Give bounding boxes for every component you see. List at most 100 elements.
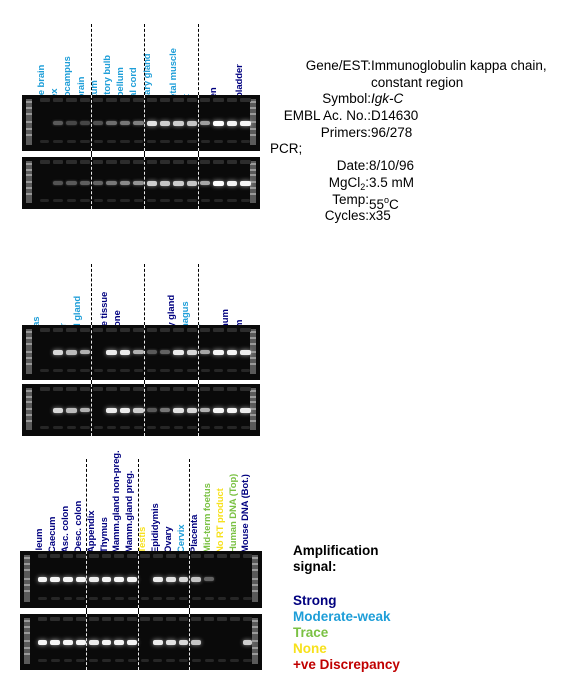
primer-dimer-smear bbox=[179, 658, 188, 662]
date-key: Date: bbox=[336, 158, 369, 174]
pcr-band bbox=[159, 120, 171, 126]
gel-well bbox=[242, 617, 253, 621]
gel-well bbox=[146, 98, 157, 102]
lane-group-divider bbox=[144, 151, 145, 157]
pcr-band bbox=[93, 120, 104, 125]
primer-dimer-smear bbox=[120, 139, 130, 143]
lane-group-divider bbox=[144, 380, 145, 384]
gel-well bbox=[66, 387, 77, 391]
primer-dimer-smear bbox=[53, 425, 63, 429]
lane-label: Testis bbox=[137, 526, 149, 553]
lane-label: Mamm.gland non-preg. bbox=[111, 450, 123, 553]
lane-group-divider bbox=[144, 157, 145, 209]
primer-dimer-smear bbox=[187, 425, 197, 429]
lane-group-divider bbox=[188, 459, 190, 551]
primer-dimer-smear bbox=[191, 658, 201, 662]
primer-dimer-smear bbox=[160, 198, 170, 202]
pcr-band bbox=[159, 407, 171, 412]
gel-well bbox=[101, 617, 112, 621]
gel-well bbox=[75, 554, 86, 558]
gel-well bbox=[240, 328, 251, 332]
pcr-band bbox=[213, 350, 224, 356]
gel-well bbox=[140, 617, 150, 621]
primer-dimer-smear bbox=[63, 658, 73, 662]
primer-dimer-smear bbox=[114, 596, 124, 600]
pcr-band bbox=[114, 577, 125, 583]
primer-dimer-smear bbox=[76, 596, 86, 600]
ladder-lane bbox=[26, 161, 32, 203]
primer-dimer-smear bbox=[227, 139, 237, 143]
pcr-band bbox=[226, 120, 238, 126]
primer-dimer-smear bbox=[127, 596, 137, 600]
pcr-band bbox=[37, 577, 48, 583]
gel-well bbox=[200, 98, 211, 102]
pcr-band bbox=[152, 577, 163, 583]
primer-dimer-smear bbox=[106, 425, 117, 429]
pcr-band bbox=[37, 639, 48, 645]
gel-well bbox=[63, 554, 73, 558]
lane-label: Human DNA (Top) bbox=[227, 473, 239, 553]
gel-well bbox=[173, 98, 184, 102]
gel-well bbox=[79, 328, 90, 332]
lane-group-divider bbox=[197, 384, 199, 436]
primer-dimer-smear bbox=[120, 425, 130, 429]
date-value: 8/10/96 bbox=[369, 158, 415, 174]
gel-well bbox=[39, 387, 50, 391]
primer-dimer-smear bbox=[80, 425, 90, 429]
pcr-band bbox=[133, 350, 144, 355]
primer-dimer-smear bbox=[187, 369, 197, 372]
primer-dimer-smear bbox=[243, 658, 252, 662]
gel-image-bottom bbox=[20, 614, 262, 670]
pcr-band bbox=[191, 639, 202, 645]
pcr-band bbox=[101, 639, 112, 645]
gel-well bbox=[200, 387, 211, 391]
primer-dimer-smear bbox=[240, 425, 250, 429]
pcr-band bbox=[146, 180, 157, 186]
gel-well bbox=[226, 328, 238, 332]
primer-dimer-smear bbox=[160, 425, 170, 429]
primer-dimer-smear bbox=[147, 425, 157, 429]
gel-well bbox=[240, 160, 251, 164]
primer-dimer-smear bbox=[147, 139, 157, 143]
gene-value-cont: constant region bbox=[371, 74, 464, 90]
gel-well bbox=[88, 617, 99, 621]
lane-group-divider bbox=[144, 24, 145, 95]
pcr-band bbox=[119, 120, 131, 125]
pcr-band bbox=[63, 639, 73, 645]
gel-well bbox=[50, 554, 61, 558]
primer-dimer-smear bbox=[173, 425, 184, 429]
primer-dimer-smear bbox=[93, 425, 103, 429]
legend-item-trace: Trace bbox=[293, 625, 329, 640]
pcr-band bbox=[213, 120, 224, 126]
gel-well bbox=[213, 328, 224, 332]
lane-group-divider bbox=[188, 551, 190, 608]
primer-dimer-smear bbox=[240, 139, 250, 143]
primer-dimer-smear bbox=[89, 658, 99, 662]
gel-well bbox=[133, 387, 144, 391]
cycles-value: x35 bbox=[369, 208, 391, 224]
primer-dimer-smear bbox=[106, 369, 117, 372]
pcr-band bbox=[240, 120, 251, 126]
primer-dimer-smear bbox=[217, 596, 227, 600]
pcr-band bbox=[88, 577, 99, 583]
pcr-band bbox=[200, 407, 211, 412]
primer-dimer-smear bbox=[200, 369, 210, 372]
gene-key: Gene/EST: bbox=[305, 58, 371, 73]
primer-dimer-smear bbox=[50, 658, 60, 662]
gel-well bbox=[39, 328, 50, 332]
primer-dimer-smear bbox=[213, 369, 224, 372]
legend-title-line2: signal: bbox=[293, 559, 337, 574]
pcr-band bbox=[159, 350, 171, 355]
gel-image-bottom bbox=[22, 157, 260, 209]
gel-well bbox=[173, 328, 184, 332]
pcr-band bbox=[178, 639, 189, 645]
gel-image-top bbox=[20, 551, 262, 608]
gene-value: Immunoglobulin kappa chain, bbox=[371, 58, 547, 73]
legend-item-discrepancy: +ve Discrepancy bbox=[293, 657, 400, 672]
ladder-lane bbox=[24, 555, 30, 602]
pcr-band bbox=[52, 120, 64, 125]
pcr-band bbox=[173, 350, 184, 356]
date-row: Date: 8/10/96 bbox=[337, 158, 414, 175]
primer-dimer-smear bbox=[38, 596, 47, 600]
gel-well bbox=[52, 160, 64, 164]
